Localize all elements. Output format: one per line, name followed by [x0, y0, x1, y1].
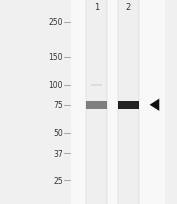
- Text: 25: 25: [53, 176, 63, 185]
- Text: 100: 100: [48, 81, 63, 90]
- Text: 75: 75: [53, 101, 63, 110]
- FancyBboxPatch shape: [118, 0, 138, 204]
- Text: 1: 1: [94, 3, 99, 12]
- Polygon shape: [150, 99, 159, 111]
- FancyBboxPatch shape: [86, 0, 107, 204]
- FancyBboxPatch shape: [86, 101, 107, 109]
- Text: 150: 150: [48, 53, 63, 62]
- Text: 250: 250: [48, 18, 63, 27]
- FancyBboxPatch shape: [91, 85, 102, 87]
- FancyBboxPatch shape: [71, 0, 165, 204]
- FancyBboxPatch shape: [118, 101, 138, 109]
- Text: 37: 37: [53, 149, 63, 158]
- Text: 2: 2: [126, 3, 131, 12]
- Text: 50: 50: [53, 129, 63, 137]
